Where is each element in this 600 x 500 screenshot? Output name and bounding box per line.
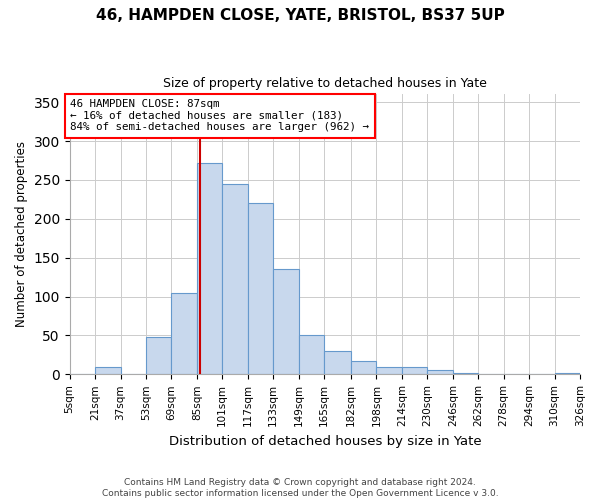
Bar	[95, 366, 121, 374]
Y-axis label: Number of detached properties: Number of detached properties	[15, 142, 28, 328]
Title: Size of property relative to detached houses in Yate: Size of property relative to detached ho…	[163, 78, 487, 90]
Bar	[197, 163, 222, 374]
Bar	[453, 373, 478, 374]
Bar	[402, 366, 427, 374]
Bar	[376, 366, 402, 374]
Bar	[299, 336, 324, 374]
Bar	[146, 337, 172, 374]
Text: Contains HM Land Registry data © Crown copyright and database right 2024.
Contai: Contains HM Land Registry data © Crown c…	[101, 478, 499, 498]
Bar	[222, 184, 248, 374]
Bar	[273, 270, 299, 374]
Bar	[248, 204, 273, 374]
X-axis label: Distribution of detached houses by size in Yate: Distribution of detached houses by size …	[169, 434, 481, 448]
Bar	[324, 351, 351, 374]
Text: 46, HAMPDEN CLOSE, YATE, BRISTOL, BS37 5UP: 46, HAMPDEN CLOSE, YATE, BRISTOL, BS37 5…	[95, 8, 505, 22]
Bar	[427, 370, 453, 374]
Bar	[554, 373, 580, 374]
Bar	[172, 294, 197, 374]
Bar	[351, 361, 376, 374]
Text: 46 HAMPDEN CLOSE: 87sqm
← 16% of detached houses are smaller (183)
84% of semi-d: 46 HAMPDEN CLOSE: 87sqm ← 16% of detache…	[70, 99, 370, 132]
